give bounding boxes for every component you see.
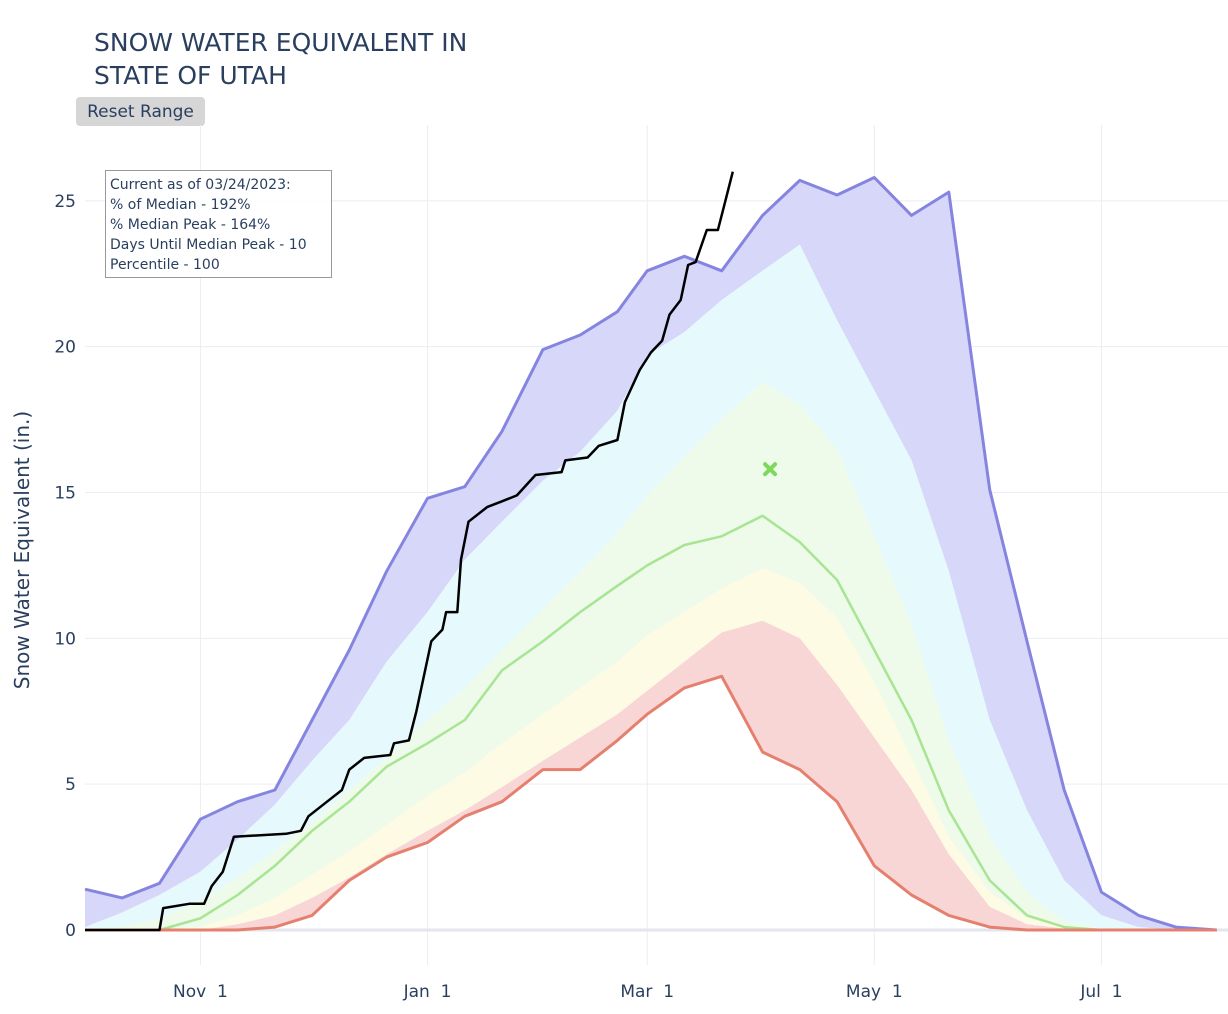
y-tick-label: 20 xyxy=(54,338,76,358)
x-tick-label: Nov 1 xyxy=(173,982,228,1002)
band-max-to-90th xyxy=(85,177,1217,930)
y-tick-label: 5 xyxy=(65,775,76,795)
band-70th-to-30th xyxy=(85,381,1217,930)
y-tick-label: 0 xyxy=(65,921,76,941)
y-tick-label: 25 xyxy=(54,192,76,212)
median-line xyxy=(85,514,1217,932)
axis-ticks: Nov 1 Jan 1 Mar 1 May 1 Jul 1 0 5 10 15 20 25 xyxy=(54,192,1122,1002)
info-percent-median-peak: % Median Peak - 164% xyxy=(110,217,271,233)
max-line xyxy=(84,176,1217,932)
x-tick-label: May 1 xyxy=(846,982,903,1002)
percentile-bands xyxy=(85,177,1217,931)
band-10th-to-min xyxy=(85,620,1217,930)
x-tick-label: Mar 1 xyxy=(620,982,674,1002)
info-percentile: Percentile - 100 xyxy=(110,257,220,273)
info-percent-of-median: % of Median - 192% xyxy=(110,197,251,213)
median-peak-x-icon xyxy=(763,462,778,477)
info-days-until-peak: Days Until Median Peak - 10 xyxy=(110,237,307,253)
y-axis-title: Snow Water Equivalent (in.) xyxy=(10,411,34,689)
info-current-date: Current as of 03/24/2023: xyxy=(110,177,291,193)
x-tick-label: Jan 1 xyxy=(403,982,452,1002)
y-tick-label: 15 xyxy=(54,484,76,504)
series-lines xyxy=(84,171,1217,932)
x-tick-label: Jul 1 xyxy=(1079,982,1122,1002)
current-stats-box: Current as of 03/24/2023: % of Median - … xyxy=(105,170,332,278)
chart-title: SNOW WATER EQUIVALENT IN STATE OF UTAH xyxy=(94,28,468,90)
band-30th-to-10th xyxy=(85,568,1217,930)
reset-range-button[interactable]: Reset Range xyxy=(76,97,205,126)
current-year-line xyxy=(85,171,735,932)
min-line xyxy=(85,674,1217,932)
median-peak-marker xyxy=(763,462,778,477)
y-tick-label: 10 xyxy=(54,629,76,649)
